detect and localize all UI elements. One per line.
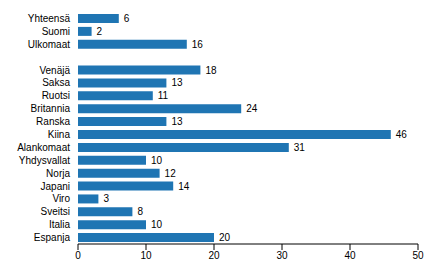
svg-text:10: 10 xyxy=(140,250,152,261)
svg-text:46: 46 xyxy=(396,129,408,140)
svg-text:40: 40 xyxy=(344,250,356,261)
svg-text:Sveitsi: Sveitsi xyxy=(41,206,70,217)
svg-text:Alankomaat: Alankomaat xyxy=(17,142,70,153)
svg-text:Japani: Japani xyxy=(41,181,70,192)
svg-text:2: 2 xyxy=(97,26,103,37)
svg-text:13: 13 xyxy=(171,116,183,127)
svg-text:8: 8 xyxy=(137,206,143,217)
svg-text:14: 14 xyxy=(178,181,190,192)
svg-text:20: 20 xyxy=(208,250,220,261)
svg-text:11: 11 xyxy=(158,90,169,101)
svg-text:10: 10 xyxy=(151,219,163,230)
svg-text:0: 0 xyxy=(75,250,81,261)
svg-text:Kiina: Kiina xyxy=(48,129,71,140)
svg-text:Italia: Italia xyxy=(49,219,71,230)
svg-text:24: 24 xyxy=(246,103,258,114)
svg-text:Yhdysvallat: Yhdysvallat xyxy=(19,155,70,166)
svg-text:Yhteensä: Yhteensä xyxy=(28,13,71,24)
svg-text:Viro: Viro xyxy=(52,193,70,204)
svg-text:Britannia: Britannia xyxy=(31,103,71,114)
svg-text:3: 3 xyxy=(103,193,109,204)
svg-text:20: 20 xyxy=(219,232,231,243)
svg-text:16: 16 xyxy=(192,39,204,50)
svg-text:10: 10 xyxy=(151,155,163,166)
svg-text:6: 6 xyxy=(124,13,130,24)
svg-text:Ulkomaat: Ulkomaat xyxy=(28,39,70,50)
svg-text:18: 18 xyxy=(205,65,217,76)
svg-text:Norja: Norja xyxy=(46,168,70,179)
svg-text:31: 31 xyxy=(294,142,306,153)
svg-text:50: 50 xyxy=(412,250,424,261)
svg-text:Suomi: Suomi xyxy=(42,26,70,37)
svg-text:13: 13 xyxy=(171,77,183,88)
svg-text:Ranska: Ranska xyxy=(36,116,70,127)
svg-text:Espanja: Espanja xyxy=(34,232,71,243)
svg-text:Ruotsi: Ruotsi xyxy=(42,90,70,101)
svg-text:Venäjä: Venäjä xyxy=(39,65,70,76)
svg-text:Saksa: Saksa xyxy=(42,77,70,88)
svg-text:12: 12 xyxy=(165,168,177,179)
svg-text:30: 30 xyxy=(276,250,288,261)
